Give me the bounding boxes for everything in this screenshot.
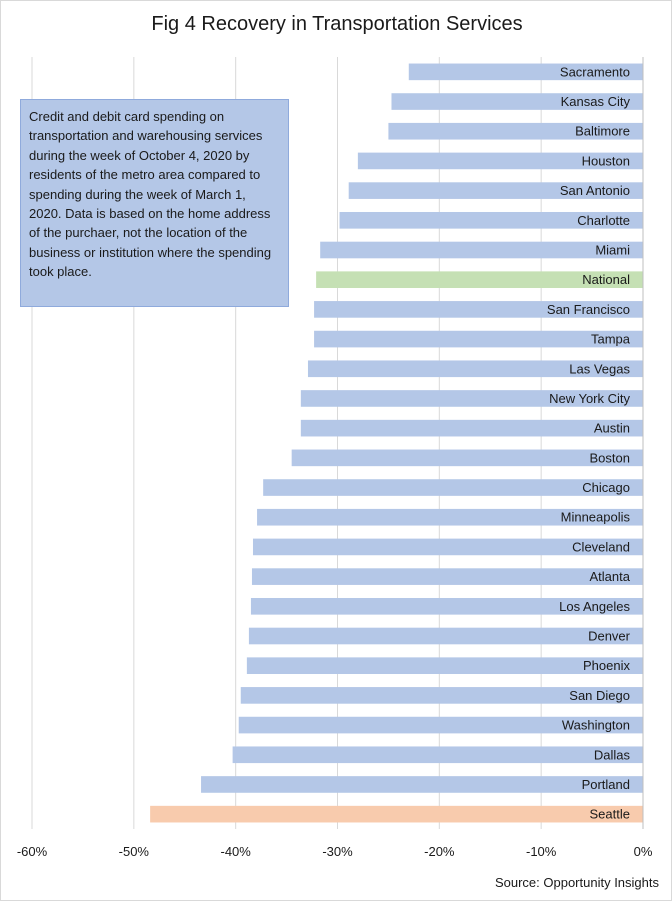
x-tick-label: -20% bbox=[424, 844, 455, 859]
category-label: Atlanta bbox=[590, 569, 631, 584]
bar bbox=[201, 776, 643, 793]
category-label: Houston bbox=[582, 153, 630, 168]
bar bbox=[251, 568, 643, 585]
x-tick-label: 0% bbox=[634, 844, 653, 859]
bar bbox=[252, 538, 643, 556]
bar bbox=[348, 182, 643, 199]
category-label: Las Vegas bbox=[569, 361, 630, 376]
category-label: Minneapolis bbox=[561, 510, 631, 525]
category-label: Portland bbox=[582, 777, 630, 792]
x-tick-label: -60% bbox=[17, 844, 48, 859]
category-label: Dallas bbox=[594, 747, 631, 762]
x-tick-label: -10% bbox=[526, 844, 557, 859]
bar bbox=[316, 271, 643, 289]
category-label: Denver bbox=[588, 629, 631, 644]
bar bbox=[388, 122, 643, 140]
bar bbox=[246, 657, 643, 675]
category-label: Kansas City bbox=[561, 94, 631, 109]
category-label: Miami bbox=[595, 243, 630, 258]
category-label: Tampa bbox=[591, 332, 631, 347]
bar bbox=[150, 805, 644, 823]
bar bbox=[300, 419, 643, 437]
bar bbox=[320, 241, 643, 259]
category-label: Phoenix bbox=[583, 658, 630, 673]
category-label: San Francisco bbox=[547, 302, 630, 317]
category-label: Baltimore bbox=[575, 124, 630, 139]
bar bbox=[300, 390, 643, 407]
category-label: San Diego bbox=[569, 688, 630, 703]
bar bbox=[232, 746, 643, 764]
bar bbox=[307, 360, 643, 378]
x-tick-label: -50% bbox=[119, 844, 150, 859]
category-label: Sacramento bbox=[560, 64, 630, 79]
chart-title: Fig 4 Recovery in Transportation Service… bbox=[151, 13, 523, 35]
bar bbox=[263, 479, 643, 496]
bar bbox=[291, 449, 643, 467]
bar bbox=[357, 152, 643, 170]
bar bbox=[250, 597, 644, 615]
bar bbox=[238, 716, 643, 734]
bar bbox=[314, 301, 643, 318]
bar bbox=[408, 63, 643, 81]
bar bbox=[248, 627, 643, 645]
source-note: Source: Opportunity Insights bbox=[494, 875, 659, 890]
category-label: Charlotte bbox=[577, 213, 630, 228]
bar bbox=[314, 330, 643, 348]
bar bbox=[257, 508, 643, 526]
category-label: National bbox=[582, 272, 630, 287]
category-label: Los Angeles bbox=[559, 599, 630, 614]
bar bbox=[339, 211, 643, 229]
category-label: Seattle bbox=[590, 807, 630, 822]
category-label: Chicago bbox=[582, 480, 630, 495]
x-tick-label: -40% bbox=[220, 844, 251, 859]
annotation-box: Credit and debit card spending on transp… bbox=[20, 99, 289, 307]
category-label: Cleveland bbox=[572, 539, 630, 554]
category-label: Boston bbox=[590, 450, 630, 465]
category-label: New York City bbox=[549, 391, 630, 406]
category-label: Washington bbox=[562, 718, 630, 733]
category-label: Austin bbox=[594, 421, 630, 436]
category-label: San Antonio bbox=[560, 183, 630, 198]
x-tick-label: -30% bbox=[322, 844, 353, 859]
bar bbox=[391, 93, 643, 110]
bar bbox=[240, 687, 643, 704]
